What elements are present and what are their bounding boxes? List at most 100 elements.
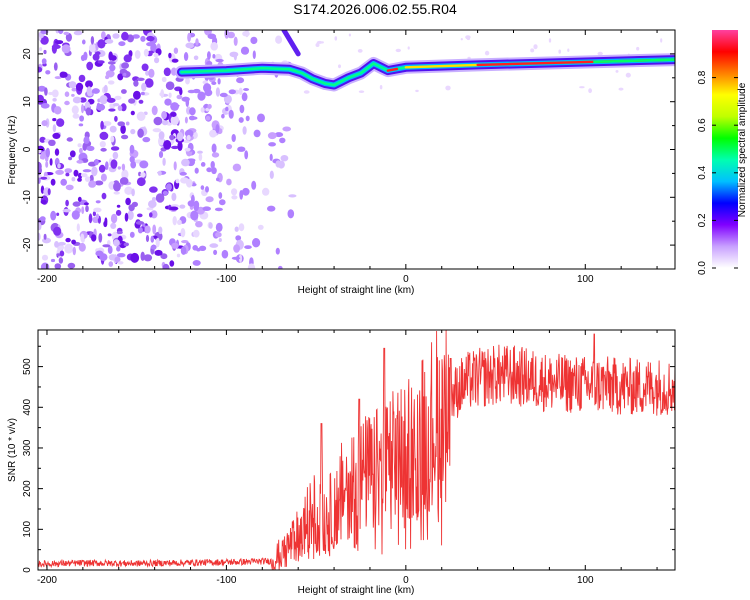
spectrogram-noise-blob	[102, 121, 112, 126]
spectrogram-noise-blob	[231, 256, 241, 260]
spectrogram-noise-blob	[65, 32, 72, 42]
spectrogram-noise-blob	[45, 147, 50, 158]
spectrogram-noise-blob	[149, 186, 158, 193]
spectrogram-noise-blob	[238, 223, 245, 232]
snr-ylabel: SNR (10 * v/v)	[7, 418, 18, 482]
spectrogram-noise-blob	[49, 158, 53, 166]
spectrogram-noise-blob	[117, 166, 122, 170]
spectrogram-noise-blob	[334, 36, 338, 41]
spectrogram-noise-blob	[64, 243, 74, 254]
spectrogram-noise-blob	[209, 243, 219, 248]
spectrogram-noise-blob	[206, 167, 213, 173]
spectrogram-noise-blob	[38, 165, 42, 176]
spectrogram-noise-blob	[78, 74, 86, 83]
spectrogram-noise-blob	[95, 200, 101, 204]
spectrogram-noise-blob	[98, 233, 103, 243]
spectrogram-noise-blob	[232, 163, 242, 172]
snr-xtick-label: -100	[216, 575, 236, 586]
spectrogram-noise-blob	[92, 211, 96, 217]
spectrogram-noise-blob	[120, 103, 127, 112]
spectrogram-noise-blob	[150, 235, 155, 243]
spectrogram-noise-blob	[56, 118, 65, 127]
spectrogram-noise-blob	[244, 245, 252, 250]
spectrogram-noise-blob	[108, 108, 116, 112]
spectrogram-noise-blob	[108, 261, 114, 267]
spectrogram-noise-blob	[124, 212, 129, 222]
spectrogram-noise-blob	[140, 91, 145, 96]
spectrogram-noise-blob	[233, 244, 241, 253]
spectrogram-noise-blob	[163, 67, 171, 77]
spectrogram-noise-blob	[91, 166, 98, 177]
spectrogram-noise-blob	[87, 91, 93, 97]
spectrogram-noise-blob	[81, 104, 84, 114]
spectrogram-ridge	[175, 30, 675, 92]
spectrogram-noise-blob	[73, 169, 79, 177]
spectrogram-noise-blob	[75, 82, 84, 91]
spectrogram-noise-blob	[139, 160, 149, 169]
spectrogram-noise-blob	[86, 145, 95, 151]
spectrogram-noise-blob	[170, 139, 174, 145]
spectrogram-noise-blob	[148, 68, 155, 78]
spectrogram-noise-blob	[125, 121, 130, 126]
spectrogram-noise-blob	[79, 97, 87, 103]
spectrogram-noise-blob	[134, 50, 141, 59]
spectrogram-noise-blob	[200, 107, 205, 113]
spectrogram-noise-blob	[168, 92, 172, 98]
spectrogram-noise-blob	[184, 129, 194, 138]
spectrogram-noise-blob	[176, 94, 183, 100]
spectrogram-noise-blob	[58, 257, 64, 264]
spectrogram-noise-blob	[215, 58, 224, 63]
spectrogram-noise-blob	[71, 87, 77, 92]
spectrogram-noise-blob	[43, 233, 47, 240]
spectrogram-noise-blob	[161, 111, 168, 120]
spectrogram-noise-blob	[223, 94, 232, 104]
spectrogram-noise-blob	[68, 81, 77, 89]
spectrogram-noise-blob	[243, 88, 250, 91]
spectrogram-noise-blob	[147, 50, 154, 54]
spectrogram-noise-blob	[71, 177, 76, 182]
spectrogram-noise-blob	[117, 105, 123, 111]
spectrogram-noise-blob	[42, 237, 51, 244]
spectrogram-noise-blob	[71, 210, 80, 220]
spectrogram-noise-blob	[242, 187, 250, 196]
spectrogram-noise-blob	[207, 104, 212, 109]
spectrogram-noise-blob	[152, 224, 157, 235]
snr-ticks: -200 -100 0 100 0 100 200 300 400 500	[22, 330, 675, 586]
spectrogram-noise-blob	[80, 173, 88, 178]
spectrogram-noise-blob	[104, 39, 114, 44]
spectrogram-noise-blob	[112, 151, 119, 160]
spectrogram-noise-blob	[238, 87, 243, 96]
ridge-hot-segment	[404, 63, 479, 69]
spectrogram-noise-blob	[219, 92, 228, 98]
spectrogram-noise-blob	[203, 83, 212, 93]
spectrogram-noise-blob	[269, 153, 273, 161]
spectrogram-xtick-label: -200	[37, 274, 57, 285]
spectrogram-xtick-label: -100	[216, 274, 236, 285]
spectrogram-noise-blob	[197, 150, 203, 154]
spectrogram-noise-blob	[65, 172, 70, 177]
spectrogram-noise-blob	[101, 31, 106, 40]
spectrogram-noise-blob	[267, 205, 276, 212]
spectrogram-noise-blob	[121, 169, 129, 180]
spectrogram-noise-blob	[465, 35, 471, 40]
spectrogram-noise-blob	[153, 116, 163, 126]
spectrogram-noise-blob	[95, 213, 100, 220]
spectrogram-noise-blob	[85, 205, 89, 213]
spectrogram-noise-blob	[212, 54, 216, 59]
spectrogram-noise-blob	[71, 93, 75, 97]
spectrogram-ytick-label: 10	[22, 96, 33, 108]
spectrogram-noise-blob	[210, 42, 218, 51]
snr-line	[38, 330, 675, 570]
spectrogram-noise-blob	[44, 87, 48, 96]
spectrogram-noise-blob	[85, 80, 93, 88]
spectrogram-noise-blob	[59, 250, 65, 257]
spectrogram-noise-blob	[58, 245, 65, 250]
snr-frame	[37, 329, 676, 571]
spectrogram-noise-blob	[133, 80, 139, 87]
spectrogram-noise-blob	[158, 131, 165, 140]
spectrogram-noise-blob	[205, 115, 211, 121]
spectrogram-noise-blob	[144, 225, 151, 234]
spectrogram-noise-blob	[170, 102, 180, 111]
spectrogram-noise-blob	[109, 55, 117, 61]
